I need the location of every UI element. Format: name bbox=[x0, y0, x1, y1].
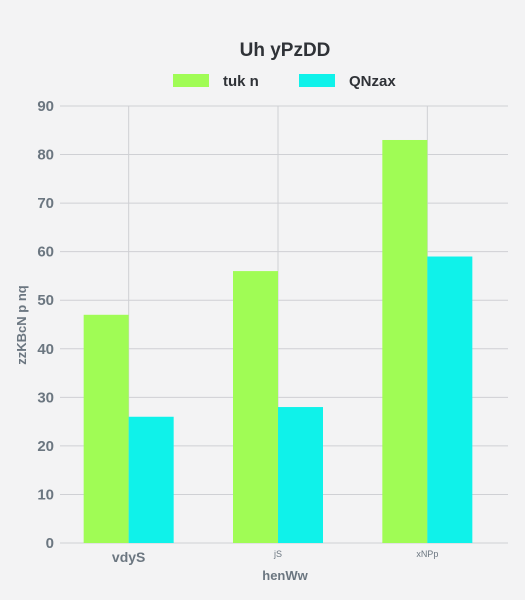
bar bbox=[382, 139, 428, 543]
y-tick-label: 0 bbox=[46, 535, 54, 552]
legend-swatch bbox=[173, 74, 209, 87]
legend: tuk n QNzax bbox=[173, 73, 396, 90]
y-tick-label: 70 bbox=[37, 195, 54, 212]
x-axis-label: henWw bbox=[262, 568, 308, 583]
y-tick-label: 40 bbox=[37, 341, 54, 358]
y-tick-label: 30 bbox=[37, 389, 54, 406]
y-tick-label: 20 bbox=[37, 438, 54, 455]
legend-label: tuk n bbox=[223, 73, 259, 90]
y-tick-label: 60 bbox=[37, 244, 54, 261]
bars bbox=[83, 139, 473, 543]
chart-title: Uh yPzDD bbox=[240, 40, 331, 61]
y-axis-label: zzKBcN p nq bbox=[14, 285, 29, 365]
bar bbox=[278, 407, 323, 543]
x-tick-label: vdyS bbox=[112, 549, 145, 565]
x-tick-label: xNPp bbox=[416, 549, 438, 559]
y-axis-ticks: 0 10 20 30 40 50 60 70 80 90 bbox=[37, 98, 54, 552]
bar bbox=[128, 416, 174, 543]
bar bbox=[233, 271, 278, 543]
y-tick-label: 10 bbox=[37, 486, 54, 503]
x-tick-label: jS bbox=[273, 549, 282, 559]
y-tick-label: 50 bbox=[37, 292, 54, 309]
legend-label: QNzax bbox=[349, 73, 396, 90]
y-tick-label: 90 bbox=[37, 98, 54, 115]
x-axis-ticks: vdyS jS xNPp bbox=[112, 549, 438, 565]
bar bbox=[427, 256, 473, 543]
y-tick-label: 80 bbox=[37, 147, 54, 164]
bar bbox=[83, 314, 129, 543]
legend-swatch bbox=[299, 74, 335, 87]
